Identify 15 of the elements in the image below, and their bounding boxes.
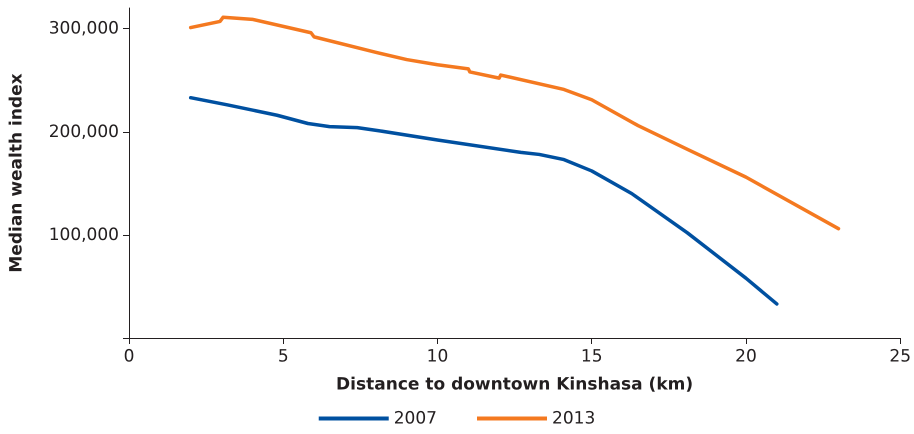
y-tick-label: 100,000: [48, 224, 119, 245]
x-tick-label: 15: [580, 346, 603, 366]
x-tick-label: 5: [278, 346, 289, 366]
x-tick-label: 0: [124, 346, 134, 366]
y-tick-label: 200,000: [48, 122, 119, 142]
x-tick-label: 10: [426, 346, 448, 366]
legend-label: 2007: [394, 408, 437, 428]
y-tick-label: 300,000: [48, 18, 119, 39]
x-tick-label: 25: [889, 346, 912, 366]
y-axis-title: Median wealth index: [6, 73, 26, 273]
x-tick-label: 20: [735, 346, 757, 366]
line-series: [188, 96, 779, 306]
x-axis-title: Distance to downtown Kinshasa (km): [336, 374, 694, 394]
line-series: [188, 16, 840, 230]
legend-label: 2013: [552, 408, 596, 428]
